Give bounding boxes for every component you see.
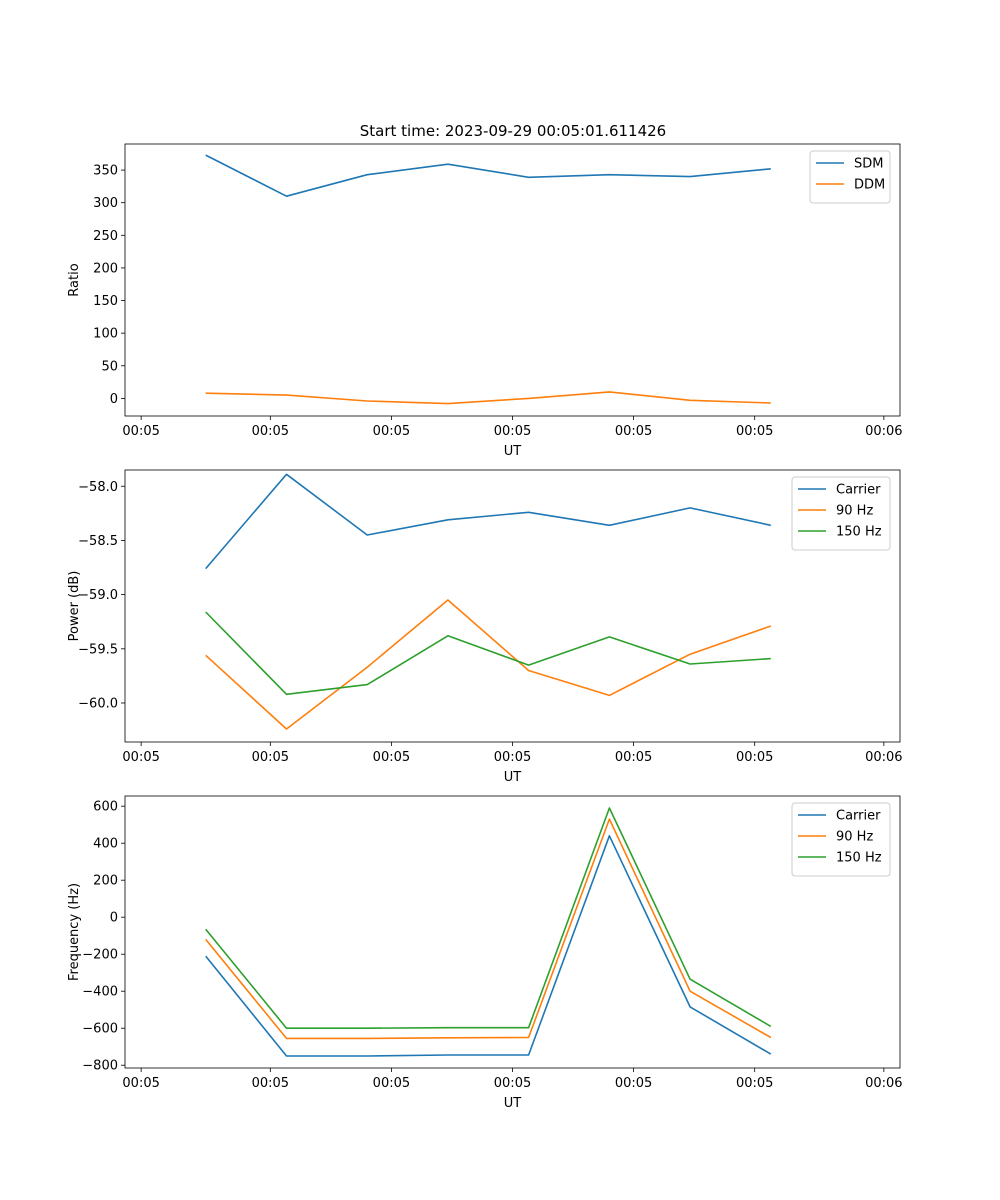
- legend-label: 150 Hz: [836, 525, 882, 540]
- legend: Carrier 90 Hz 150 Hz: [791, 802, 891, 877]
- x-tick-label: 00:05: [736, 424, 773, 439]
- y-tick-label: −600: [82, 1022, 118, 1037]
- y-tick-label: −59.0: [78, 588, 118, 603]
- y-tick-label: 200: [93, 261, 118, 276]
- series-line-150-hz: [205, 807, 772, 1029]
- x-axis-label: UT: [504, 444, 522, 459]
- x-tick-label: 00:05: [615, 1076, 652, 1091]
- y-tick-label: −59.5: [78, 642, 118, 657]
- panel-3: −800 −600 −400 −200 0 200 400 600 00:05 00:05 00:0…: [67, 795, 903, 1111]
- y-axis-label: Ratio: [67, 263, 82, 296]
- panel-1: 0 50 100 150 200 250 300 350 00:05 00:05 00:05 00:0…: [67, 143, 903, 459]
- legend-label: Carrier: [836, 483, 881, 498]
- y-tick-label: 0: [110, 392, 118, 407]
- legend-label: 150 Hz: [836, 851, 882, 866]
- y-tick-label: −60.0: [78, 696, 118, 711]
- y-tick-label: 200: [93, 874, 118, 889]
- y-tick-label: −58.5: [78, 534, 118, 549]
- series-line-90-hz: [205, 599, 772, 730]
- legend-label: DDM: [854, 178, 885, 193]
- x-tick-label: 00:05: [122, 1076, 159, 1091]
- legend: Carrier 90 Hz 150 Hz: [791, 476, 891, 551]
- y-tick-label: 350: [93, 164, 118, 179]
- legend-label: SDM: [854, 157, 883, 172]
- x-axis-label: UT: [504, 770, 522, 785]
- y-axis-label: Power (dB): [67, 571, 82, 642]
- x-tick-label: 00:05: [494, 424, 531, 439]
- series-line-carrier: [205, 473, 771, 570]
- y-axis-label: Frequency (Hz): [67, 883, 82, 981]
- legend-label: Carrier: [836, 809, 881, 824]
- y-tick-label: 300: [93, 196, 118, 211]
- series-line-sdm: [205, 154, 771, 197]
- y-tick-label: −58.0: [78, 480, 118, 495]
- y-tick-label: 600: [93, 800, 118, 815]
- y-tick-label: −800: [82, 1059, 118, 1074]
- x-tick-label: 00:06: [865, 1076, 902, 1091]
- y-tick-label: 400: [93, 837, 118, 852]
- x-tick-label: 00:05: [373, 1076, 410, 1091]
- x-tick-label: 00:05: [494, 750, 531, 765]
- x-tick-label: 00:05: [615, 424, 652, 439]
- legend-label: 90 Hz: [836, 830, 873, 845]
- legend-label: 90 Hz: [836, 504, 873, 519]
- y-tick-label: 0: [110, 911, 118, 926]
- series-line-ddm: [205, 391, 771, 405]
- legend: SDM DDM: [809, 150, 891, 204]
- x-tick-label: 00:05: [736, 750, 773, 765]
- x-tick-label: 00:05: [494, 1076, 531, 1091]
- y-tick-label: 150: [93, 294, 118, 309]
- panel-2: −60.0 −59.5 −59.0 −58.5 −58.0 00:05 00:05 00:05…: [67, 469, 903, 785]
- y-tick-label: 100: [93, 327, 118, 342]
- series-line-90-hz: [205, 818, 772, 1040]
- y-tick-label: −400: [82, 985, 118, 1000]
- x-tick-label: 00:05: [122, 424, 159, 439]
- x-tick-label: 00:05: [615, 750, 652, 765]
- x-axis-label: UT: [504, 1096, 522, 1111]
- x-tick-label: 00:05: [373, 750, 410, 765]
- y-tick-label: −200: [82, 948, 118, 963]
- x-tick-label: 00:05: [252, 424, 289, 439]
- legend-box: [809, 150, 891, 204]
- series-line-150-hz: [205, 611, 771, 696]
- x-tick-label: 00:05: [122, 750, 159, 765]
- x-tick-label: 00:05: [736, 1076, 773, 1091]
- y-tick-label: 250: [93, 229, 118, 244]
- x-tick-label: 00:05: [252, 750, 289, 765]
- series-line-carrier: [205, 834, 772, 1057]
- x-tick-label: 00:05: [252, 1076, 289, 1091]
- y-tick-label: 50: [101, 359, 118, 374]
- x-tick-label: 00:06: [865, 424, 902, 439]
- x-tick-label: 00:06: [865, 750, 902, 765]
- x-tick-label: 00:05: [373, 424, 410, 439]
- figure-title: Start time: 2023-09-29 00:05:01.611426: [360, 122, 666, 140]
